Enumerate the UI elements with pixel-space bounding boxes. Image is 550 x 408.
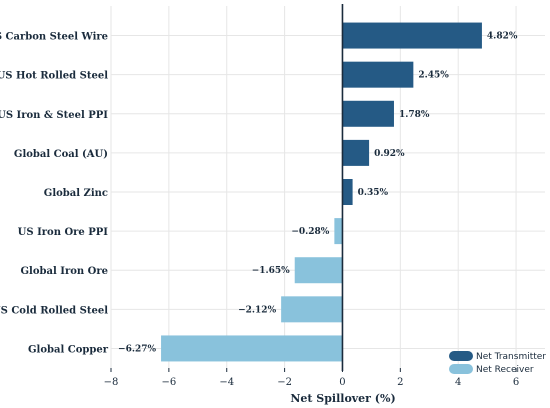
legend-label-net-transmitter: Net Transmitter [476, 352, 546, 362]
legend-label-net-receiver: Net Receiver [476, 365, 534, 375]
x-tick-label: 0 [339, 377, 345, 388]
value-label-global-iron-ore: −1.65% [252, 266, 290, 276]
category-label-us-iron-ore-ppi: US Iron Ore PPI [18, 227, 109, 238]
bar-global-iron-ore [294, 257, 343, 284]
category-label-us-carbon-steel-wire: US Carbon Steel Wire [0, 32, 108, 43]
value-label-global-coal-au: 0.92% [374, 149, 405, 159]
category-label-global-copper: Global Copper [28, 344, 109, 355]
bar-global-coal-au [342, 139, 370, 166]
bar-layer [161, 22, 482, 362]
bar-us-hot-rolled-steel [342, 61, 414, 88]
x-tick-label: −6 [161, 377, 176, 388]
bar-us-iron-ore-ppi [334, 218, 343, 245]
bar-global-copper [161, 335, 343, 362]
x-axis-title: Net Spillover (%) [290, 392, 395, 405]
category-label-global-zinc: Global Zinc [44, 188, 108, 199]
category-label-global-coal-au: Global Coal (AU) [14, 149, 108, 160]
legend-swatch-net-receiver [449, 364, 473, 374]
value-label-us-iron-ore-ppi: −0.28% [291, 227, 329, 237]
x-tick-label: −8 [104, 377, 119, 388]
value-label-global-copper: −6.27% [118, 344, 156, 354]
value-label-global-zinc: 0.35% [358, 188, 389, 198]
category-label-us-hot-rolled-steel: US Hot Rolled Steel [0, 71, 108, 82]
x-tick-label: −2 [277, 377, 292, 388]
category-label-us-iron-steel-ppi: US Iron & Steel PPI [0, 110, 108, 121]
x-tick-label: 2 [397, 377, 403, 388]
label-layer: US Carbon Steel Wire 4.82% US Hot Rolled S… [0, 32, 518, 356]
bar-global-zinc [342, 179, 353, 205]
x-tick-label: 4 [455, 377, 461, 388]
bar-us-carbon-steel-wire [342, 22, 482, 49]
category-label-global-iron-ore: Global Iron Ore [21, 266, 108, 277]
bar-us-iron-steel-ppi [342, 100, 394, 127]
legend-swatch-net-transmitter [449, 351, 473, 361]
x-tick-label: 6 [513, 377, 519, 388]
value-label-us-cold-rolled-steel: −2.12% [238, 305, 276, 315]
x-axis: −8 −6 −4 −2 0 2 4 6 [104, 368, 519, 388]
value-label-us-carbon-steel-wire: 4.82% [487, 32, 518, 42]
x-tick-label: −4 [219, 377, 234, 388]
value-label-us-iron-steel-ppi: 1.78% [399, 110, 430, 120]
bar-us-cold-rolled-steel [281, 296, 343, 323]
value-label-us-hot-rolled-steel: 2.45% [418, 71, 449, 81]
category-label-us-cold-rolled-steel: US Cold Rolled Steel [0, 305, 108, 316]
legend: Net Transmitter Net Receiver [449, 351, 546, 375]
